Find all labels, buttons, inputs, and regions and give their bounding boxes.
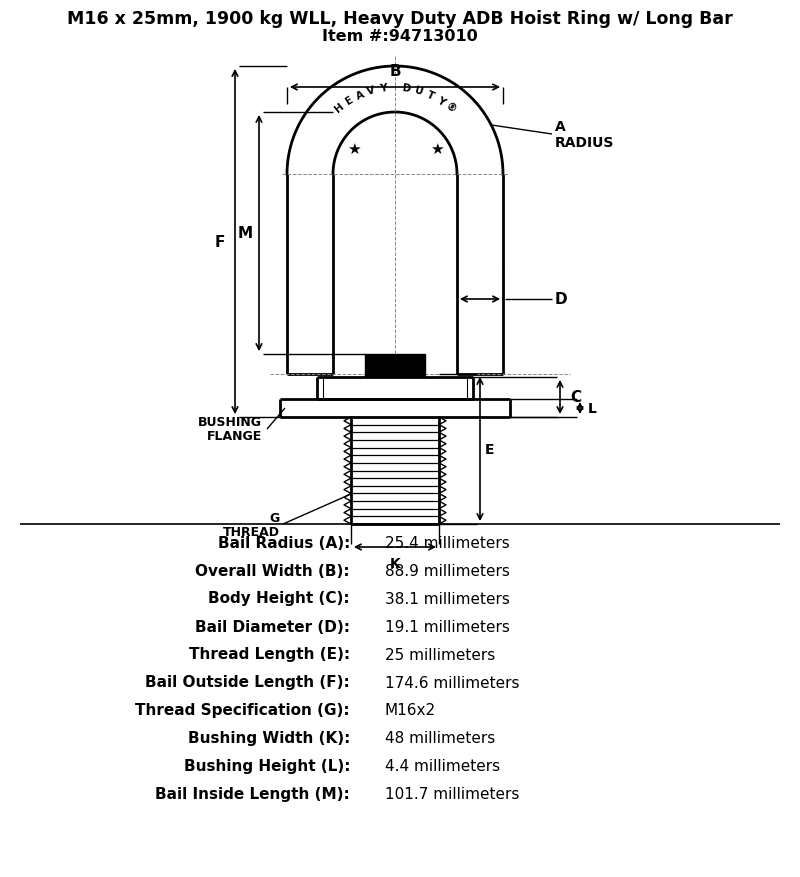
Text: 25 millimeters: 25 millimeters [385,646,495,662]
Text: E: E [344,95,355,107]
Text: M: M [238,226,253,241]
Text: ★: ★ [430,142,443,157]
Text: 88.9 millimeters: 88.9 millimeters [385,563,510,578]
Text: M16x2: M16x2 [385,702,436,717]
Text: H: H [333,101,346,115]
Text: Overall Width (B):: Overall Width (B): [195,563,350,578]
Text: M16 x 25mm, 1900 kg WLL, Heavy Duty ADB Hoist Ring w/ Long Bar: M16 x 25mm, 1900 kg WLL, Heavy Duty ADB … [67,10,733,28]
Text: 25.4 millimeters: 25.4 millimeters [385,535,510,550]
Text: B: B [389,64,401,79]
Text: THREAD: THREAD [223,525,280,538]
Text: 19.1 millimeters: 19.1 millimeters [385,619,510,634]
Text: BUSHING: BUSHING [198,416,262,429]
Text: Thread Specification (G):: Thread Specification (G): [135,702,350,717]
Text: K: K [390,556,400,570]
Text: C: C [570,390,581,405]
Text: D: D [402,83,412,94]
Text: L: L [588,402,597,416]
Text: ®: ® [443,101,458,115]
Text: 48 millimeters: 48 millimeters [385,731,495,745]
Text: A: A [555,120,566,134]
Text: Bail Radius (A):: Bail Radius (A): [218,535,350,550]
Text: A: A [354,89,366,102]
Text: Bail Inside Length (M):: Bail Inside Length (M): [155,787,350,802]
Text: Item #:94713010: Item #:94713010 [322,29,478,44]
Text: 174.6 millimeters: 174.6 millimeters [385,674,519,689]
Text: F: F [214,235,225,250]
Text: 101.7 millimeters: 101.7 millimeters [385,787,519,802]
Text: Bushing Height (L):: Bushing Height (L): [183,759,350,774]
Text: G: G [270,511,280,524]
Text: Thread Length (E):: Thread Length (E): [189,646,350,662]
Text: Y: Y [435,95,446,107]
Text: ★: ★ [346,142,361,157]
Text: T: T [425,89,435,102]
Bar [365,354,425,378]
Text: V: V [366,85,377,97]
Text: RADIUS: RADIUS [555,136,614,150]
Text: Body Height (C):: Body Height (C): [208,591,350,606]
Text: 38.1 millimeters: 38.1 millimeters [385,591,510,606]
Text: Bushing Width (K):: Bushing Width (K): [188,731,350,745]
Text: E: E [485,443,494,457]
Text: Y: Y [378,83,387,94]
Text: 4.4 millimeters: 4.4 millimeters [385,759,500,774]
Text: FLANGE: FLANGE [206,430,262,443]
Text: Bail Diameter (D):: Bail Diameter (D): [195,619,350,634]
Text: Bail Outside Length (F):: Bail Outside Length (F): [146,674,350,689]
Text: U: U [414,85,424,97]
Text: D: D [555,292,568,307]
